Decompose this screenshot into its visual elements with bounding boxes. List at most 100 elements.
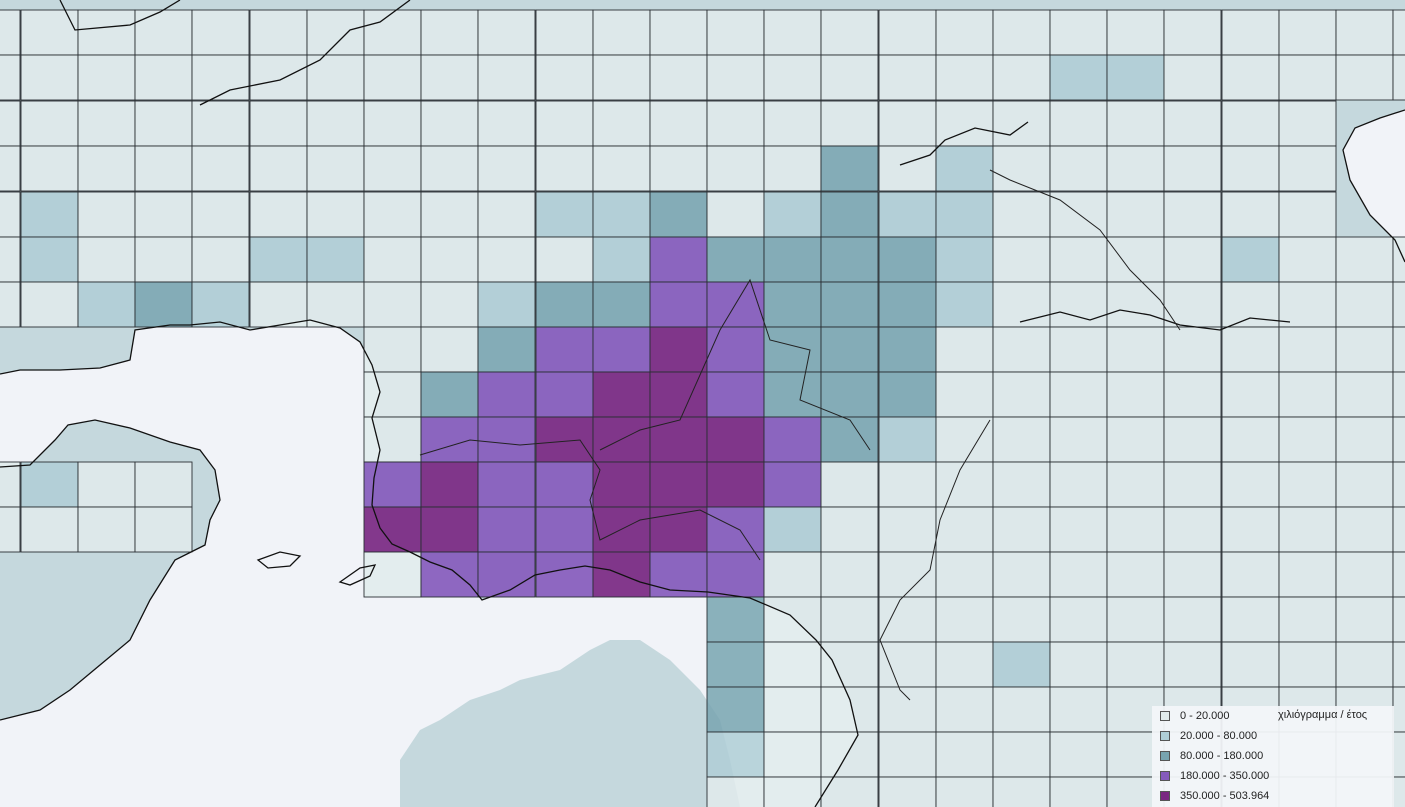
grid-cell[interactable] [1049, 686, 1108, 733]
grid-cell[interactable] [363, 191, 422, 238]
grid-cell[interactable] [1221, 100, 1280, 147]
grid-cell[interactable] [1392, 371, 1405, 418]
grid-cell[interactable] [1106, 596, 1165, 643]
grid-cell[interactable] [1278, 596, 1337, 643]
grid-cell[interactable] [1106, 236, 1165, 283]
grid-cell[interactable] [763, 461, 822, 508]
grid-cell[interactable] [763, 776, 822, 807]
grid-cell[interactable] [820, 641, 879, 688]
grid-cell[interactable] [592, 100, 651, 147]
grid-cell[interactable] [477, 9, 536, 56]
grid-cell[interactable] [1278, 506, 1337, 553]
grid-cell[interactable] [249, 191, 308, 238]
grid-cell[interactable] [878, 236, 937, 283]
grid-cell[interactable] [1163, 145, 1222, 192]
grid-cell[interactable] [1106, 54, 1165, 101]
grid-cell[interactable] [77, 236, 136, 283]
grid-cell[interactable] [20, 506, 79, 553]
grid-cell[interactable] [935, 281, 994, 328]
grid-cell[interactable] [592, 54, 651, 101]
grid-cell[interactable] [592, 281, 651, 328]
grid-cell[interactable] [1049, 100, 1108, 147]
grid-cell[interactable] [20, 461, 79, 508]
grid-cell[interactable] [878, 54, 937, 101]
grid-cell[interactable] [992, 236, 1051, 283]
grid-cell[interactable] [1049, 326, 1108, 373]
grid-cell[interactable] [1163, 191, 1222, 238]
grid-cell[interactable] [1049, 281, 1108, 328]
grid-cell[interactable] [763, 551, 822, 598]
grid-cell[interactable] [535, 100, 594, 147]
grid-cell[interactable] [820, 551, 879, 598]
grid-cell[interactable] [1335, 416, 1394, 463]
grid-cell[interactable] [1163, 641, 1222, 688]
grid-cell[interactable] [763, 236, 822, 283]
grid-cell[interactable] [763, 416, 822, 463]
grid-cell[interactable] [1163, 416, 1222, 463]
grid-cell[interactable] [134, 54, 193, 101]
grid-cell[interactable] [592, 326, 651, 373]
grid-cell[interactable] [77, 191, 136, 238]
grid-cell[interactable] [1335, 326, 1394, 373]
grid-cell[interactable] [706, 100, 765, 147]
grid-cell[interactable] [1221, 416, 1280, 463]
grid-cell[interactable] [763, 731, 822, 778]
grid-cell[interactable] [1392, 506, 1405, 553]
grid-cell[interactable] [649, 461, 708, 508]
grid-cell[interactable] [935, 551, 994, 598]
grid-cell[interactable] [992, 145, 1051, 192]
grid-cell[interactable] [763, 100, 822, 147]
grid-cell[interactable] [935, 506, 994, 553]
grid-cell[interactable] [191, 9, 250, 56]
grid-cell[interactable] [1049, 54, 1108, 101]
grid-cell[interactable] [1392, 281, 1405, 328]
grid-cell[interactable] [878, 686, 937, 733]
grid-cell[interactable] [1106, 461, 1165, 508]
grid-cell[interactable] [1335, 9, 1394, 56]
grid-cell[interactable] [706, 54, 765, 101]
grid-cell[interactable] [306, 100, 365, 147]
grid-cell[interactable] [706, 371, 765, 418]
grid-cell[interactable] [1163, 281, 1222, 328]
grid-cell[interactable] [0, 100, 21, 147]
grid-cell[interactable] [878, 506, 937, 553]
grid-cell[interactable] [706, 461, 765, 508]
grid-cell[interactable] [20, 145, 79, 192]
grid-cell[interactable] [706, 416, 765, 463]
grid-cell[interactable] [992, 506, 1051, 553]
grid-cell[interactable] [535, 326, 594, 373]
grid-cell[interactable] [992, 100, 1051, 147]
grid-cell[interactable] [935, 776, 994, 807]
grid-cell[interactable] [306, 236, 365, 283]
grid-cell[interactable] [1221, 191, 1280, 238]
grid-cell[interactable] [820, 145, 879, 192]
grid-cell[interactable] [878, 100, 937, 147]
grid-cell[interactable] [191, 191, 250, 238]
grid-cell[interactable] [992, 371, 1051, 418]
grid-cell[interactable] [249, 9, 308, 56]
grid-cell[interactable] [20, 191, 79, 238]
grid-cell[interactable] [1106, 416, 1165, 463]
grid-cell[interactable] [191, 145, 250, 192]
grid-cell[interactable] [820, 506, 879, 553]
grid-cell[interactable] [878, 281, 937, 328]
grid-cell[interactable] [1278, 551, 1337, 598]
grid-cell[interactable] [20, 9, 79, 56]
grid-cell[interactable] [77, 145, 136, 192]
grid-cell[interactable] [77, 506, 136, 553]
grid-cell[interactable] [477, 191, 536, 238]
grid-cell[interactable] [1106, 9, 1165, 56]
grid-cell[interactable] [1392, 54, 1405, 101]
grid-cell[interactable] [477, 371, 536, 418]
grid-cell[interactable] [1392, 416, 1405, 463]
grid-cell[interactable] [535, 371, 594, 418]
grid-cell[interactable] [420, 371, 479, 418]
grid-cell[interactable] [820, 100, 879, 147]
grid-cell[interactable] [420, 191, 479, 238]
grid-cell[interactable] [935, 236, 994, 283]
grid-cell[interactable] [649, 416, 708, 463]
grid-cell[interactable] [420, 54, 479, 101]
grid-cell[interactable] [1049, 731, 1108, 778]
grid-cell[interactable] [420, 100, 479, 147]
grid-cell[interactable] [134, 191, 193, 238]
